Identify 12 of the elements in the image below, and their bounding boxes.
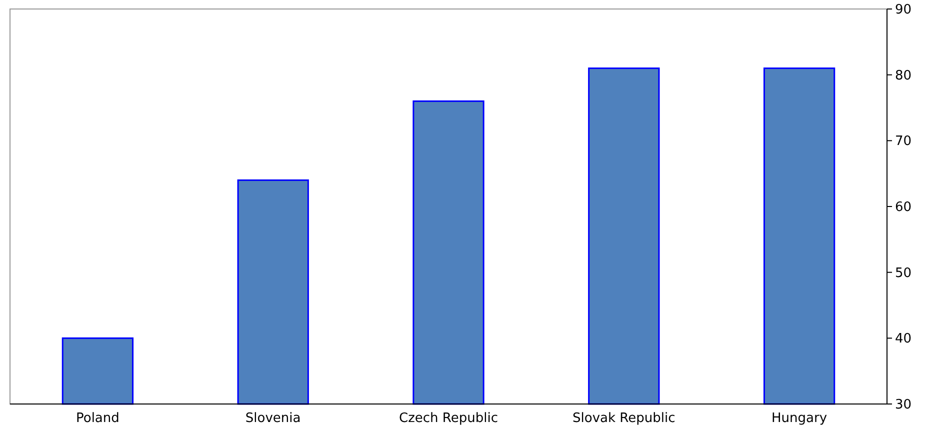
y-tick-label: 90 [895, 2, 912, 18]
x-tick-label: Poland [76, 411, 120, 426]
x-tick-label: Slovak Republic [572, 411, 676, 426]
x-tick-label: Czech Republic [399, 411, 498, 426]
y-tick-label: 40 [895, 332, 912, 347]
y-tick-label: 70 [895, 134, 912, 150]
y-tick-label: 80 [895, 68, 912, 84]
y-tick-label: 60 [895, 200, 912, 216]
x-tick-label: Slovenia [245, 411, 301, 426]
x-tick-label: Hungary [772, 411, 828, 426]
y-tick-label: 30 [895, 398, 912, 413]
y-tick-label: 50 [895, 266, 912, 281]
